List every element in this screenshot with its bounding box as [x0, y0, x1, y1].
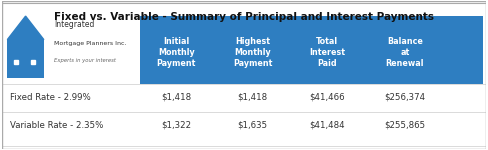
Text: $41,466: $41,466	[309, 93, 345, 102]
Text: Variable Rate - 2.35%: Variable Rate - 2.35%	[10, 121, 103, 130]
Text: $255,865: $255,865	[385, 121, 426, 130]
Text: $41,484: $41,484	[309, 121, 345, 130]
Text: $1,418: $1,418	[238, 93, 268, 102]
Text: Fixed vs. Variable - Summary of Principal and Interest Payments: Fixed vs. Variable - Summary of Principa…	[54, 12, 434, 22]
Text: Total
Interest
Paid: Total Interest Paid	[309, 37, 345, 68]
Text: $1,322: $1,322	[161, 121, 191, 130]
Text: Balance
at
Renewal: Balance at Renewal	[386, 37, 424, 68]
Text: $1,418: $1,418	[161, 93, 191, 102]
Text: Initial
Monthly
Payment: Initial Monthly Payment	[157, 37, 196, 68]
Text: Fixed Rate - 2.99%: Fixed Rate - 2.99%	[10, 93, 90, 102]
Text: $256,374: $256,374	[385, 93, 426, 102]
Text: Highest
Monthly
Payment: Highest Monthly Payment	[233, 37, 272, 68]
FancyBboxPatch shape	[140, 16, 483, 84]
Text: $1,635: $1,635	[238, 121, 268, 130]
